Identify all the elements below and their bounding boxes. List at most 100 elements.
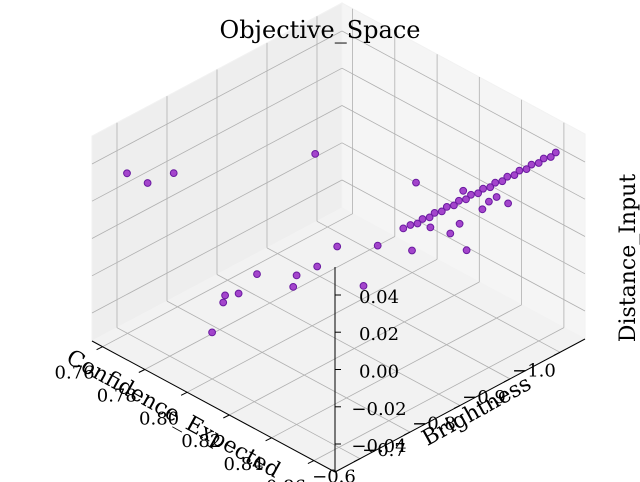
z-gridline-right [91, 105, 343, 239]
data-point [406, 221, 415, 229]
x-tick-label: −0.6 [312, 467, 356, 482]
z-gridline-right [91, 67, 343, 202]
z-tick-label: 0.00 [359, 362, 399, 383]
data-point [311, 150, 320, 158]
z-tick-label: 0.02 [359, 324, 399, 345]
data-point [169, 169, 178, 178]
y-tick-label: 0.84 [224, 454, 264, 475]
y-tick-mark [265, 437, 272, 442]
y-tick-mark [307, 460, 315, 465]
x-tick-label: −1.0 [512, 360, 556, 381]
data-point [492, 193, 501, 201]
data-point [455, 196, 463, 205]
gridlines [91, 8, 586, 461]
chart-title: Objective_Space [220, 16, 421, 44]
data-point [313, 262, 322, 271]
data-point [486, 183, 495, 192]
data-point [221, 291, 230, 300]
data-point [478, 205, 487, 214]
x-gridline-floor [166, 300, 411, 433]
y-tick-mark [138, 369, 146, 373]
y-tick-label: 0.80 [139, 408, 179, 429]
data-point [333, 242, 342, 251]
z-gridline-left [341, 30, 586, 163]
data-point [498, 177, 507, 186]
data-point [515, 166, 524, 175]
x-tick-label: −0.8 [412, 414, 456, 435]
y-tick-mark [223, 414, 230, 419]
data-point [446, 229, 455, 238]
y-gridline-floor [186, 258, 438, 393]
data-point [123, 169, 131, 178]
data-point [234, 289, 243, 298]
data-point [425, 213, 434, 222]
z-gridline-left [341, 105, 586, 237]
data-point [418, 215, 427, 223]
data-point [292, 271, 301, 280]
data-point [399, 224, 408, 233]
data-point [408, 246, 416, 255]
data-point [459, 186, 468, 195]
data-point [450, 201, 458, 210]
data-point [510, 171, 519, 180]
z-tick-label: 0.04 [359, 287, 399, 308]
y-gridline-floor [144, 236, 395, 370]
data-point [373, 241, 382, 250]
data-point [208, 328, 217, 337]
z-tick-label: −0.04 [351, 436, 406, 457]
y-gridline-floor [271, 304, 522, 439]
z-tick-label: −0.02 [351, 399, 406, 420]
z-gridline-right [91, 30, 343, 165]
data-point [491, 178, 500, 187]
data-point [430, 209, 439, 217]
data-point [143, 179, 152, 187]
data-point [413, 219, 422, 228]
data-point [462, 246, 471, 255]
data-point [467, 190, 475, 199]
x-tick-mark [403, 431, 411, 436]
z-axis-label: Distance_Input [616, 174, 640, 343]
y-gridline-floor [102, 213, 353, 348]
data-point [503, 172, 512, 181]
data-point [546, 153, 555, 161]
y-axis-line [91, 340, 336, 473]
axis-lines [91, 267, 586, 473]
x-gridline-floor [116, 327, 361, 460]
data-point [485, 197, 493, 206]
z-gridline-right [91, 142, 343, 277]
y-tick-mark [96, 346, 103, 351]
z-gridline-left [341, 142, 586, 275]
data-point [412, 178, 420, 187]
x-tick-mark [503, 378, 511, 383]
data-point [462, 195, 470, 204]
y-tick-label: 0.86 [266, 477, 306, 482]
data-point [253, 270, 261, 279]
x-gridline-floor [216, 274, 461, 406]
data-point [522, 165, 531, 174]
x-tick-mark [353, 458, 361, 463]
x-gridline-floor [316, 220, 561, 353]
data-points [123, 148, 560, 337]
y-gridline-floor [313, 327, 565, 461]
data-point [289, 283, 298, 291]
y-tick-labels: 0.760.780.800.820.840.86 [55, 363, 306, 482]
data-point [426, 223, 435, 232]
x-tick-label: −0.9 [462, 387, 506, 408]
data-point [437, 207, 446, 216]
x-tick-labels: −1.0 −0.9 −0.8 −0.7 −0.6 [312, 360, 556, 482]
data-point [455, 219, 464, 228]
x-tick-mark [553, 351, 561, 356]
data-point [551, 148, 560, 157]
data-point [219, 298, 228, 307]
data-point [479, 184, 488, 193]
x-tick-mark [453, 405, 461, 409]
data-point [442, 203, 451, 211]
z-tick-labels: −0.04 −0.02 0.00 0.02 0.04 [351, 287, 406, 457]
y-tick-mark [180, 391, 188, 396]
y-tick-label: 0.82 [181, 431, 221, 452]
x-gridline-floor [266, 247, 511, 380]
data-point [359, 282, 368, 290]
z-gridline-left [341, 67, 586, 200]
data-point [539, 154, 548, 163]
y-tick-label: 0.78 [97, 386, 137, 407]
